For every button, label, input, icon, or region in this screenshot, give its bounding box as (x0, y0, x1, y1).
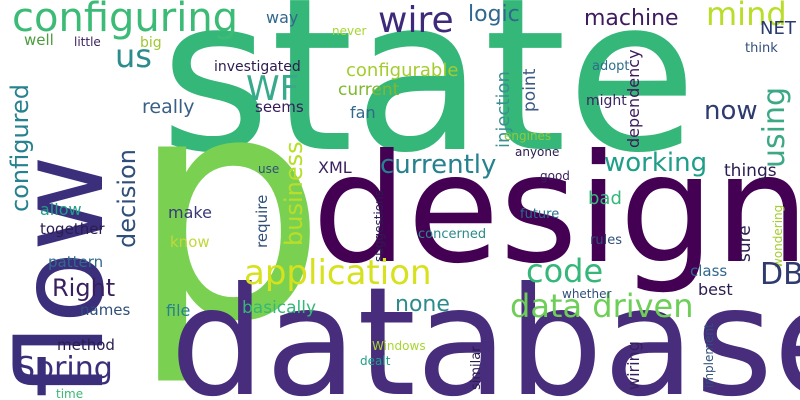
word-way: way (266, 8, 299, 27)
word-use: use (258, 162, 280, 176)
word-engines: engines (504, 129, 552, 143)
word-pattern: pattern (48, 253, 104, 271)
word-database: database (170, 256, 800, 400)
word-require: require (253, 194, 271, 248)
word-configuring: configuring (12, 0, 239, 41)
word-file: file (166, 301, 191, 320)
word-never: never (332, 24, 367, 38)
word-concerned: concerned (418, 227, 487, 242)
word-logic: logic (468, 2, 520, 27)
word-current: current (338, 80, 400, 100)
word-db: DB (760, 257, 800, 292)
word-best: best (698, 280, 733, 299)
word-p: p (130, 29, 327, 390)
word-well: well (24, 31, 54, 49)
word-basically: basically (242, 298, 317, 318)
word-things: things (724, 161, 777, 181)
word-time: time (56, 387, 84, 400)
word-right: Right (52, 274, 116, 302)
word-investigated: investigated (214, 59, 301, 75)
word-state: state (160, 0, 698, 199)
word-data-driven: data driven (510, 287, 694, 325)
word-us: us (115, 37, 152, 75)
word-configurable: configurable (346, 60, 459, 81)
word-machine: machine (584, 6, 679, 31)
word-net: NET (760, 18, 796, 39)
word-configured: configured (6, 84, 34, 212)
word-know: know (170, 233, 210, 251)
word-together: together (40, 220, 105, 238)
word-dealt: dealt (360, 354, 391, 368)
word-method: method (57, 336, 115, 354)
word-now: now (704, 96, 758, 126)
word-names: names (80, 301, 131, 319)
word-adopt: adopt (592, 59, 630, 74)
word-suggestions: suggestions (372, 190, 386, 262)
word-make: make (168, 203, 212, 222)
word-similar: similar (469, 346, 484, 390)
word-really: really (142, 96, 195, 118)
word-dependency: dependency (624, 49, 643, 148)
word-think: think (745, 41, 778, 56)
word-class: class (690, 262, 728, 280)
word-bad: bad (588, 188, 622, 209)
word-fan: fan (350, 103, 376, 122)
word-good: good (540, 169, 570, 183)
word-code: code (526, 252, 604, 290)
word-rules: rules (590, 233, 622, 248)
word-whether: whether (562, 287, 612, 301)
word-mind: mind (706, 0, 787, 33)
word-point: point (520, 68, 540, 112)
word-spring: Spring (16, 351, 113, 386)
word-application: application (244, 253, 432, 293)
word-seems: seems (255, 98, 304, 116)
word-none: none (395, 292, 450, 317)
word-allow: allow (40, 200, 82, 219)
word-decision: decision (113, 149, 141, 248)
word-implement: implement (702, 323, 716, 388)
word-wiring: wiring (624, 341, 643, 390)
word-anyone: anyone (515, 145, 560, 159)
word-big: big (140, 35, 162, 51)
word-using: using (757, 86, 792, 168)
word-sure: sure (735, 225, 755, 262)
word-wf: WF (246, 69, 300, 109)
word-future: future (520, 207, 560, 222)
word-xml: XML (318, 158, 352, 177)
word-might: might (586, 93, 627, 109)
word-design: design (312, 123, 800, 297)
word-working: working (604, 148, 708, 178)
word-windows: Windows (372, 339, 426, 353)
word-currently: currently (380, 150, 497, 180)
word-wire: wire (378, 0, 454, 41)
word-little: little (74, 35, 101, 49)
word-business: business (280, 141, 308, 246)
